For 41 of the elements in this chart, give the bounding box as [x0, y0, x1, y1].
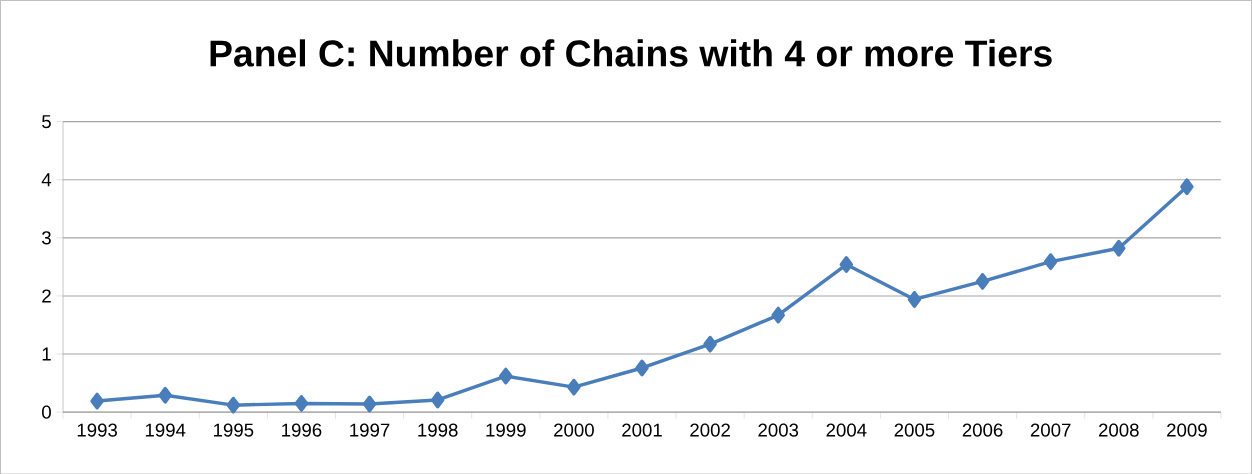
point — [907, 290, 922, 308]
point — [294, 394, 309, 412]
point — [1112, 239, 1126, 257]
point — [635, 359, 649, 377]
x-tick-label: 2005 — [894, 423, 935, 437]
x-tick-label: 1993 — [77, 423, 118, 437]
point — [499, 367, 513, 385]
x-tick-label: 1999 — [486, 423, 526, 437]
y-tick-label: 5 — [42, 114, 51, 128]
x-tick-label: 1995 — [213, 423, 254, 437]
x-tick-label: 1994 — [145, 423, 186, 437]
y-tick-label: 3 — [42, 230, 51, 245]
x-tick-label: 1997 — [350, 423, 390, 437]
point — [703, 335, 717, 353]
point — [158, 386, 172, 404]
x-tick-label: 2003 — [758, 423, 799, 437]
point — [430, 391, 445, 409]
x-tick-label: 2007 — [1030, 423, 1071, 437]
y-tick-label: 4 — [41, 173, 52, 186]
point — [839, 255, 854, 273]
x-tick-label: 2009 — [1167, 423, 1207, 437]
x-tick-label: 2008 — [1098, 423, 1139, 437]
chart-title: Panel C: Number of Chains with 4 or more Tiers — [210, 39, 1052, 67]
x-tick-label: 2001 — [622, 423, 662, 437]
point — [567, 378, 581, 396]
point — [226, 396, 241, 414]
point — [362, 395, 377, 413]
point — [1043, 253, 1058, 270]
point — [90, 392, 104, 410]
y-tick-label: 1 — [42, 347, 51, 361]
x-tick-label: 2002 — [690, 423, 730, 437]
point — [1180, 178, 1194, 195]
point — [975, 272, 990, 290]
x-tick-label: 1996 — [282, 423, 322, 437]
x-tick-label: 2004 — [826, 423, 867, 437]
y-tick-label: 2 — [42, 289, 51, 303]
x-tick-label: 2006 — [962, 423, 1003, 437]
y-tick-label: 0 — [42, 405, 51, 419]
x-tick-label: 2000 — [554, 423, 594, 437]
x-tick-label: 1998 — [418, 423, 458, 437]
point — [771, 306, 785, 324]
